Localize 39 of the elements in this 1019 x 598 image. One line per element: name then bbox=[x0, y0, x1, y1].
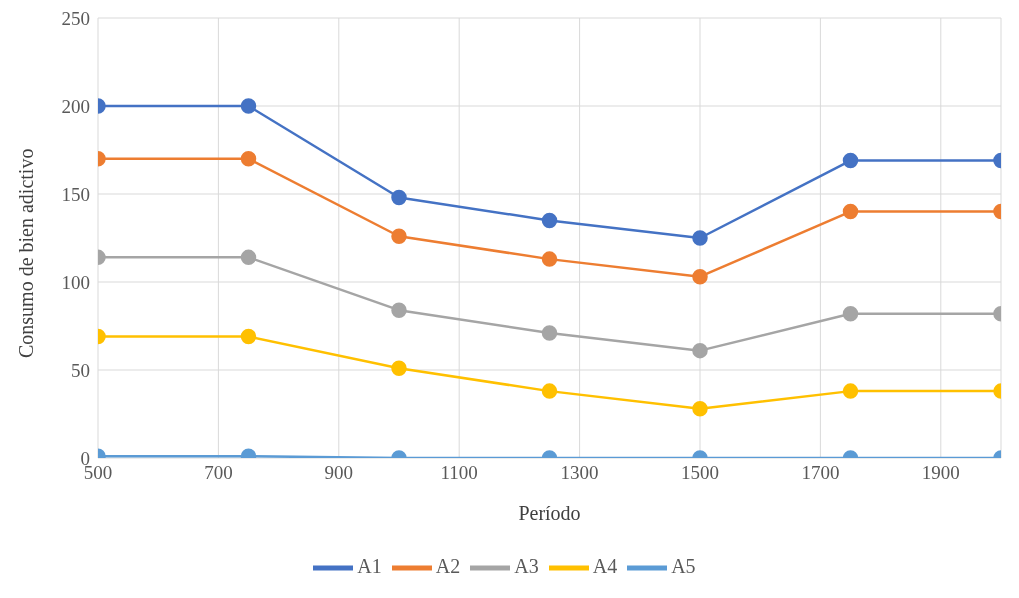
x-tick-label: 700 bbox=[204, 462, 233, 484]
point bbox=[692, 268, 708, 285]
y-tick-label: 150 bbox=[61, 183, 90, 205]
point bbox=[842, 383, 859, 399]
point bbox=[541, 212, 558, 229]
x-tick-label: 1500 bbox=[681, 462, 719, 484]
point bbox=[842, 203, 859, 220]
y-tick-label: 250 bbox=[61, 7, 90, 29]
legend-label: A1 bbox=[357, 554, 382, 577]
point bbox=[391, 302, 407, 318]
point bbox=[842, 152, 859, 169]
point bbox=[692, 400, 708, 417]
legend-label: A4 bbox=[592, 554, 618, 577]
x-tick-label: 1700 bbox=[801, 462, 840, 484]
y-tick-label: 200 bbox=[61, 95, 90, 117]
point bbox=[391, 228, 407, 244]
legend-label: A3 bbox=[514, 554, 539, 577]
point bbox=[391, 189, 407, 206]
point bbox=[240, 98, 257, 114]
x-tick-label: 1900 bbox=[921, 462, 960, 484]
x-tick-label: 1300 bbox=[560, 462, 599, 484]
point bbox=[240, 328, 257, 345]
y-axis-title: Consumo de bien adictivo bbox=[15, 148, 38, 358]
legend-label: A2 bbox=[435, 554, 461, 577]
point bbox=[541, 325, 558, 341]
point bbox=[541, 251, 558, 267]
x-axis-title: Período bbox=[518, 502, 581, 524]
x-tick-label: 900 bbox=[324, 462, 354, 484]
point bbox=[391, 360, 407, 376]
legend-label: A5 bbox=[671, 554, 696, 577]
point bbox=[240, 249, 257, 266]
y-tick-label: 100 bbox=[61, 271, 90, 293]
point bbox=[541, 383, 558, 399]
point bbox=[692, 230, 708, 246]
y-tick-label: 50 bbox=[71, 359, 90, 381]
x-tick-label: 1100 bbox=[440, 462, 478, 484]
point bbox=[240, 151, 257, 167]
point bbox=[842, 305, 859, 322]
point bbox=[692, 342, 708, 359]
